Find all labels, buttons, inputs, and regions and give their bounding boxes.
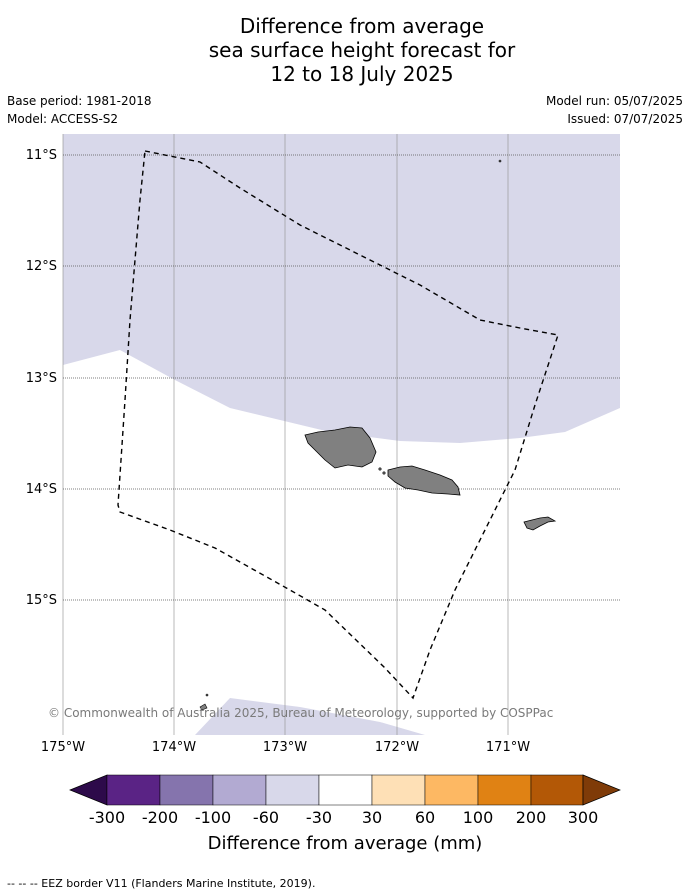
model-name: Model: ACCESS-S2 bbox=[7, 112, 119, 126]
lat-tick-14s: 14°S bbox=[25, 482, 57, 497]
lat-tick-15s: 15°S bbox=[25, 593, 57, 608]
island-small-1 bbox=[378, 467, 382, 471]
colorbar-label-neg100: -100 bbox=[194, 808, 232, 827]
colorbar-bin-4 bbox=[265, 774, 320, 806]
colorbar-label-neg200: -200 bbox=[141, 808, 179, 827]
island-upolu bbox=[387, 465, 461, 496]
map-title: Difference from average sea surface heig… bbox=[0, 14, 690, 86]
colorbar-label-300: 300 bbox=[567, 808, 599, 827]
island-tutuila bbox=[523, 516, 557, 531]
colorbar-extend-high bbox=[582, 774, 621, 806]
copyright-notice: © Commonwealth of Australia 2025, Bureau… bbox=[48, 706, 554, 720]
island-savaii bbox=[304, 426, 377, 469]
colorbar-bin-7 bbox=[424, 774, 479, 806]
lat-tick-12s: 12°S bbox=[25, 259, 57, 274]
graticule bbox=[62, 134, 509, 735]
island-small-2 bbox=[382, 471, 386, 475]
title-line-1: Difference from average bbox=[239, 14, 485, 38]
lon-tick-171w: 171°W bbox=[485, 740, 531, 755]
lat-tick-11s: 11°S bbox=[25, 148, 57, 163]
colorbar-label-200: 200 bbox=[515, 808, 547, 827]
model-run: Model run: 05/07/2025 bbox=[545, 94, 683, 108]
lat-tick-13s: 13°S bbox=[25, 371, 57, 386]
colorbar-label-neg30: -30 bbox=[305, 808, 333, 827]
colorbar-extend-low bbox=[69, 774, 108, 806]
anomaly-band-north bbox=[63, 134, 620, 443]
eez-border bbox=[117, 150, 559, 700]
colorbar-bin-5 bbox=[318, 774, 373, 806]
lon-tick-172w: 172°W bbox=[374, 740, 420, 755]
base-period: Base period: 1981-2018 bbox=[7, 94, 152, 108]
latitude-lines bbox=[63, 154, 620, 601]
colorbar-label-30: 30 bbox=[361, 808, 383, 827]
lon-tick-175w: 175°W bbox=[40, 740, 86, 755]
title-line-3: 12 to 18 July 2025 bbox=[270, 62, 454, 86]
lon-tick-173w: 173°W bbox=[262, 740, 308, 755]
island-swains bbox=[498, 159, 502, 163]
colorbar-title: Difference from average (mm) bbox=[207, 833, 483, 854]
colorbar-bin-8 bbox=[477, 774, 532, 806]
eez-legend-note: -- -- -- EEZ border V11 (Flanders Marine… bbox=[7, 877, 316, 890]
lon-tick-174w: 174°W bbox=[151, 740, 197, 755]
colorbar-bin-1 bbox=[106, 774, 161, 806]
island-south-2 bbox=[205, 693, 209, 697]
colorbar-label-neg60: -60 bbox=[252, 808, 280, 827]
colorbar-bin-9 bbox=[530, 774, 584, 806]
colorbar-bin-6 bbox=[371, 774, 426, 806]
title-line-2: sea surface height forecast for bbox=[208, 38, 516, 62]
island-south-1 bbox=[199, 703, 208, 711]
colorbar-bin-2 bbox=[159, 774, 214, 806]
colorbar-bin-3 bbox=[212, 774, 267, 806]
colorbar-label-60: 60 bbox=[414, 808, 436, 827]
colorbar-label-neg300: -300 bbox=[88, 808, 126, 827]
issued-date: Issued: 07/07/2025 bbox=[567, 112, 683, 126]
colorbar-label-100: 100 bbox=[462, 808, 494, 827]
anomaly-band-south bbox=[195, 698, 425, 735]
